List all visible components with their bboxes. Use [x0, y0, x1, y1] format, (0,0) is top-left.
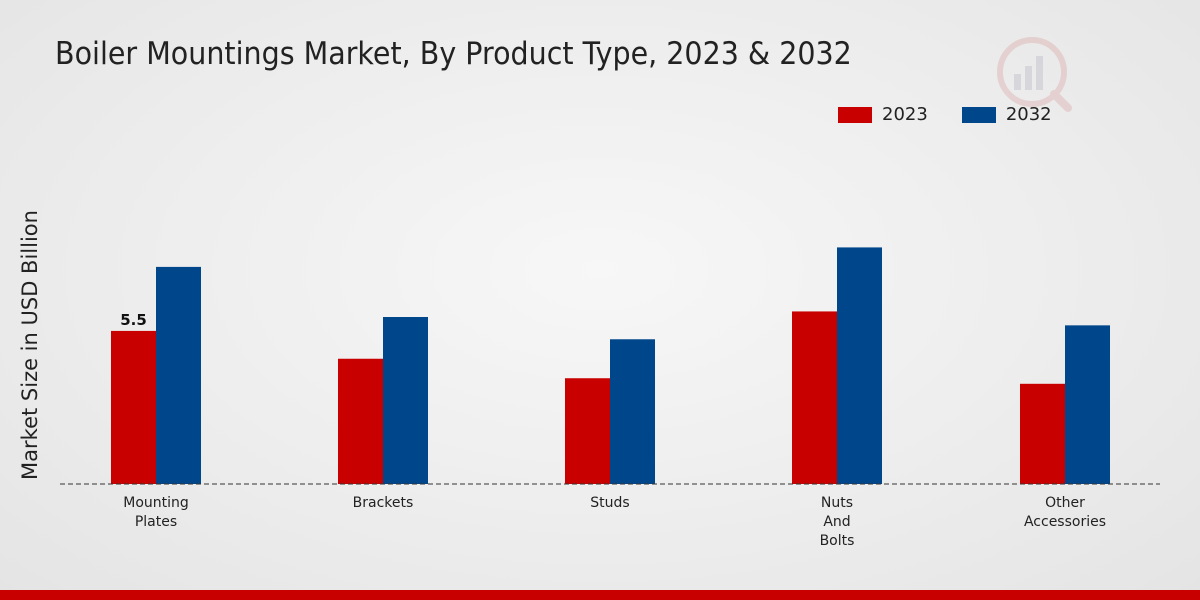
bar-2032-0: [156, 266, 201, 484]
x-tick-label-2: Studs: [590, 495, 629, 511]
legend: 2023 2032: [838, 104, 1086, 125]
bar-2023-3: [792, 311, 837, 484]
bottom-accent-band: [0, 590, 1200, 600]
bar-2023-2: [565, 378, 610, 484]
legend-label-2032: 2032: [1005, 104, 1052, 125]
bar-2023-0: [111, 330, 156, 484]
legend-item-2032: 2032: [961, 104, 1052, 125]
x-tick-label-4: Other Accessories: [1024, 495, 1106, 530]
bar-2032-4: [1065, 325, 1110, 484]
x-tick-label-3: Nuts And Bolts: [820, 495, 855, 549]
legend-label-2023: 2023: [882, 104, 928, 125]
watermark-logo-icon: [997, 37, 1072, 112]
bar-2023-1: [338, 358, 383, 484]
x-tick-label-1: Brackets: [353, 495, 414, 511]
legend-swatch-2023: [838, 106, 872, 123]
bar-2023-4: [1020, 383, 1065, 484]
x-tick-label-0: Mounting Plates: [123, 495, 189, 530]
chart-title: Boiler Mountings Market, By Product Type…: [55, 36, 852, 72]
bar-2032-2: [610, 339, 655, 484]
legend-item-2023: 2023: [838, 104, 928, 125]
bar-2032-1: [383, 317, 428, 484]
data-label-0: 5.5: [120, 311, 147, 329]
bar-2032-3: [837, 247, 882, 484]
legend-swatch-2032: [961, 106, 996, 123]
